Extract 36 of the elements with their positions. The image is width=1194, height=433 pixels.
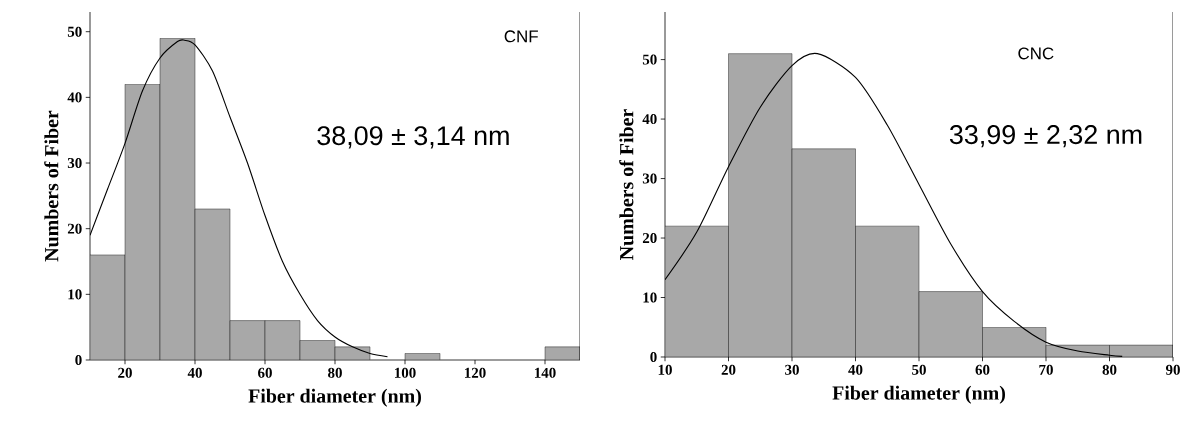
y-tick-label: 30	[67, 157, 82, 169]
y-tick-label: 40	[642, 114, 657, 125]
x-tick-label: 70	[1039, 364, 1053, 375]
x-tick-label: 10	[658, 364, 672, 375]
x-tick-label: 20	[721, 364, 736, 375]
x-tick-label: 50	[912, 364, 926, 375]
annotation: CNF	[504, 30, 538, 43]
x-tick-label: 60	[258, 367, 272, 378]
x-tick-label: 80	[328, 367, 342, 378]
y-tick-label: 20	[642, 232, 657, 244]
y-tick-label: 0	[650, 351, 657, 363]
x-tick-label: 100	[395, 367, 416, 378]
y-tick-label: 0	[75, 354, 82, 366]
x-tick-label: 40	[848, 364, 863, 375]
x-tick-label: 120	[465, 367, 486, 378]
y-tick-label: 30	[642, 173, 657, 184]
annotation: CNC	[1018, 47, 1054, 60]
x-axis-title: Fiber diameter (nm)	[832, 385, 1005, 404]
y-tick-label: 20	[67, 223, 82, 234]
y-tick-label: 10	[68, 289, 82, 300]
x-tick-label: 20	[118, 367, 132, 378]
y-tick-label: 50	[67, 26, 82, 37]
x-axis-title: Fiber diameter (nm)	[248, 388, 421, 407]
annotation: 38,09 ± 3,14 nm	[317, 126, 509, 149]
y-axis-title: Numbers of Fiber	[619, 109, 634, 260]
y-tick-label: 10	[643, 292, 657, 303]
x-tick-label: 30	[785, 364, 799, 375]
x-tick-label: 90	[1165, 364, 1180, 375]
x-tick-label: 60	[975, 364, 990, 375]
y-axis-title: Numbers of Fiber	[44, 110, 59, 262]
y-tick-label: 50	[642, 54, 657, 65]
x-tick-label: 80	[1102, 364, 1117, 375]
x-tick-label: 140	[535, 367, 556, 378]
annotation: 33,99 ± 2,32 nm	[949, 125, 1142, 148]
x-tick-label: 40	[187, 367, 202, 378]
y-tick-label: 40	[67, 92, 82, 103]
